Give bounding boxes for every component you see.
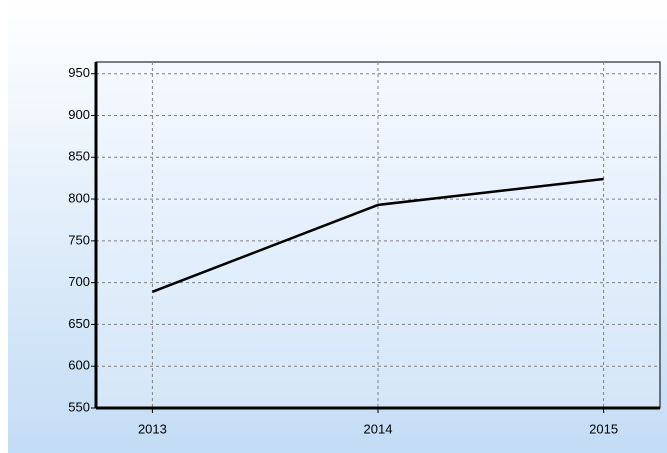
x-tick-label: 2013 <box>138 421 167 436</box>
x-tick-label: 2014 <box>364 421 393 436</box>
y-tick-label: 900 <box>68 107 90 122</box>
y-tick-label: 950 <box>68 65 90 80</box>
y-tick-label: 850 <box>68 149 90 164</box>
y-tick-label: 750 <box>68 232 90 247</box>
line <box>151 177 604 293</box>
x-tick-label: 2015 <box>589 421 618 436</box>
y-tick-label: 800 <box>68 191 90 206</box>
y-tick-label: 650 <box>68 316 90 331</box>
y-tick-label: 600 <box>68 358 90 373</box>
y-tick-label: 550 <box>68 399 90 414</box>
y-tick-label: 700 <box>68 274 90 289</box>
